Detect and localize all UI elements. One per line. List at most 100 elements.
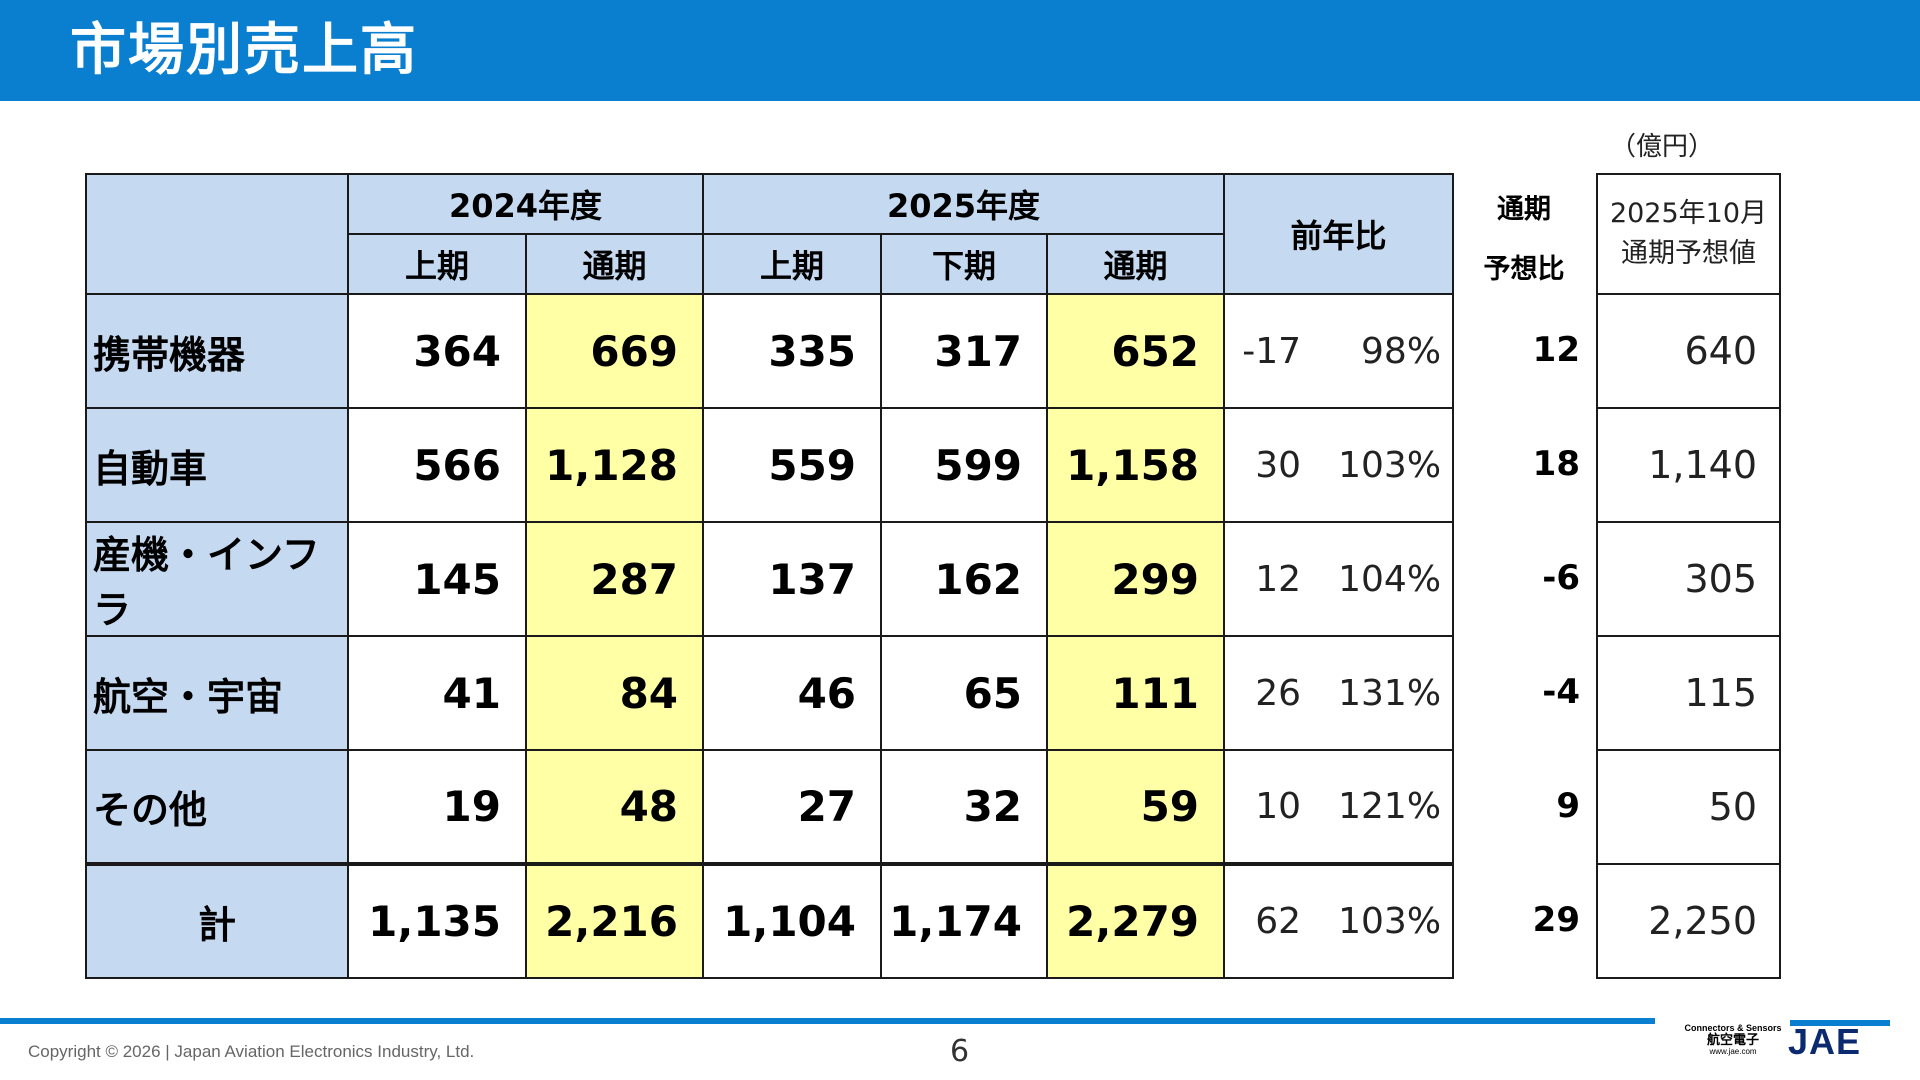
header-fy2024-h1: 上期: [347, 233, 527, 295]
forecast-change-value: -6: [1542, 558, 1580, 598]
forecast-change-value: 9: [1556, 786, 1580, 826]
page-number: 6: [950, 1034, 970, 1069]
row-label: 携帯機器: [85, 293, 349, 409]
logo-tagline: Connectors & Sensors: [1684, 1023, 1782, 1033]
forecast-table: 2025年10月 通期予想値 640 1,140 305 115 50 2,25…: [1596, 173, 1781, 979]
forecast-change-value: 12: [1532, 330, 1580, 370]
row-label: 自動車: [85, 407, 349, 523]
sales-by-market-table: 2024年度 2025年度 前年比 上期 通期 上期 下期 通期 携帯機器 36…: [85, 173, 1455, 979]
header-fy2024-full: 通期: [524, 233, 705, 295]
yoy-cell: 12 104%: [1223, 521, 1455, 637]
forecast-change-value: 29: [1532, 900, 1580, 940]
fy24-full-value: 287: [524, 521, 705, 637]
yoy-percent: 131%: [1338, 672, 1442, 714]
fy25-h2-value: 162: [880, 521, 1049, 637]
forecast-value: 1,140: [1596, 407, 1781, 523]
yoy-diff: 10: [1255, 786, 1302, 827]
forecast-value: 2,250: [1596, 863, 1781, 979]
table-row: 産機・インフラ 145 287 137 162 299 12 104%: [85, 521, 1455, 637]
yoy-percent: 104%: [1338, 558, 1442, 600]
fy24-h1-value: 1,135: [347, 862, 527, 979]
yoy-cell: -17 98%: [1223, 293, 1455, 409]
header-fy2024: 2024年度: [346, 173, 705, 235]
fy24-h1-value: 145: [347, 521, 527, 637]
yoy-diff: 62: [1255, 901, 1302, 942]
forecast-header-line2: 通期予想値: [1621, 238, 1756, 269]
fy25-full-value: 59: [1046, 749, 1226, 865]
header-yoy: 前年比: [1223, 173, 1455, 295]
yoy-percent: 121%: [1338, 786, 1442, 827]
fy24-full-value: 48: [524, 749, 705, 865]
forecast-change-header-line2: 予想比: [1483, 254, 1565, 285]
yoy-percent: 98%: [1361, 330, 1442, 372]
row-label: その他: [85, 749, 349, 865]
fy25-full-value: 2,279: [1046, 862, 1226, 979]
fy25-full-value: 1,158: [1046, 407, 1226, 523]
fy25-h1-value: 559: [702, 407, 883, 523]
forecast-value: 640: [1596, 293, 1781, 409]
footer-rule: [0, 1018, 1655, 1024]
forecast-change-value: 18: [1532, 444, 1580, 484]
fy25-h2-value: 317: [880, 293, 1049, 409]
forecast-header-line1: 2025年10月: [1609, 198, 1768, 229]
logo-accent-bar: [1790, 1020, 1890, 1026]
jae-logo: JAE: [1788, 1021, 1862, 1062]
fy24-h1-value: 566: [347, 407, 527, 523]
unit-label: （億円）: [1610, 132, 1715, 162]
yoy-percent: 103%: [1338, 901, 1442, 942]
header-fy2025-full: 通期: [1046, 233, 1226, 295]
fy24-full-value: 84: [524, 635, 705, 751]
fy25-h2-value: 1,174: [880, 862, 1049, 979]
fy24-h1-value: 364: [347, 293, 527, 409]
forecast-value: 305: [1596, 521, 1781, 637]
fy25-h2-value: 65: [880, 635, 1049, 751]
table-row: 携帯機器 364 669 335 317 652 -17 98%: [85, 293, 1455, 409]
yoy-cell: 30 103%: [1223, 407, 1455, 523]
fy25-h1-value: 1,104: [702, 862, 883, 979]
table-row: 自動車 566 1,128 559 599 1,158 30 103%: [85, 407, 1455, 523]
logo-url: www.jae.com: [1709, 1047, 1757, 1056]
table-row: 航空・宇宙 41 84 46 65 111 26 131%: [85, 635, 1455, 751]
header-fy2025-h2: 下期: [880, 233, 1049, 295]
fy25-full-value: 652: [1046, 293, 1226, 409]
yoy-diff: -17: [1242, 330, 1302, 372]
fy25-h1-value: 27: [702, 749, 883, 865]
yoy-percent: 103%: [1338, 444, 1442, 486]
yoy-cell: 10 121%: [1223, 749, 1455, 865]
forecast-value: 115: [1596, 635, 1781, 751]
copyright: Copyright © 2026 | Japan Aviation Electr…: [28, 1042, 475, 1061]
fy24-h1-value: 41: [347, 635, 527, 751]
row-label: 産機・インフラ: [85, 521, 349, 637]
title-bar: 市場別売上高: [0, 0, 1920, 101]
forecast-header: 2025年10月 通期予想値: [1596, 173, 1781, 295]
fy24-full-value: 2,216: [524, 862, 705, 979]
fy24-full-value: 669: [524, 293, 705, 409]
fy25-full-value: 111: [1046, 635, 1226, 751]
yoy-cell: 26 131%: [1223, 635, 1455, 751]
yoy-diff: 26: [1255, 672, 1302, 714]
page-title: 市場別売上高: [70, 18, 418, 83]
logo-japanese: 航空電子: [1706, 1032, 1759, 1047]
row-label-total: 計: [85, 862, 349, 979]
fy25-h1-value: 335: [702, 293, 883, 409]
header-fy2025: 2025年度: [702, 173, 1226, 235]
forecast-change-header-line1: 通期: [1497, 194, 1551, 225]
fy24-full-value: 1,128: [524, 407, 705, 523]
fy25-h1-value: 137: [702, 521, 883, 637]
yoy-diff: 30: [1255, 444, 1302, 486]
row-label: 航空・宇宙: [85, 635, 349, 751]
yoy-cell: 62 103%: [1223, 862, 1455, 979]
fy24-h1-value: 19: [347, 749, 527, 865]
forecast-value: 50: [1596, 749, 1781, 865]
forecast-change-header: 通期 予想比: [1470, 180, 1578, 300]
corner-cell: [85, 173, 349, 295]
fy25-h2-value: 599: [880, 407, 1049, 523]
table-row: その他 19 48 27 32 59 10 121%: [85, 749, 1455, 865]
header-fy2025-h1: 上期: [702, 233, 883, 295]
fy25-h2-value: 32: [880, 749, 1049, 865]
total-row: 計 1,135 2,216 1,104 1,174 2,279 62 103%: [85, 862, 1455, 979]
fy25-h1-value: 46: [702, 635, 883, 751]
forecast-change-value: -4: [1542, 672, 1580, 712]
fy25-full-value: 299: [1046, 521, 1226, 637]
logo-tagline-block: Connectors & Sensors 航空電子 www.jae.com: [1683, 1022, 1783, 1058]
